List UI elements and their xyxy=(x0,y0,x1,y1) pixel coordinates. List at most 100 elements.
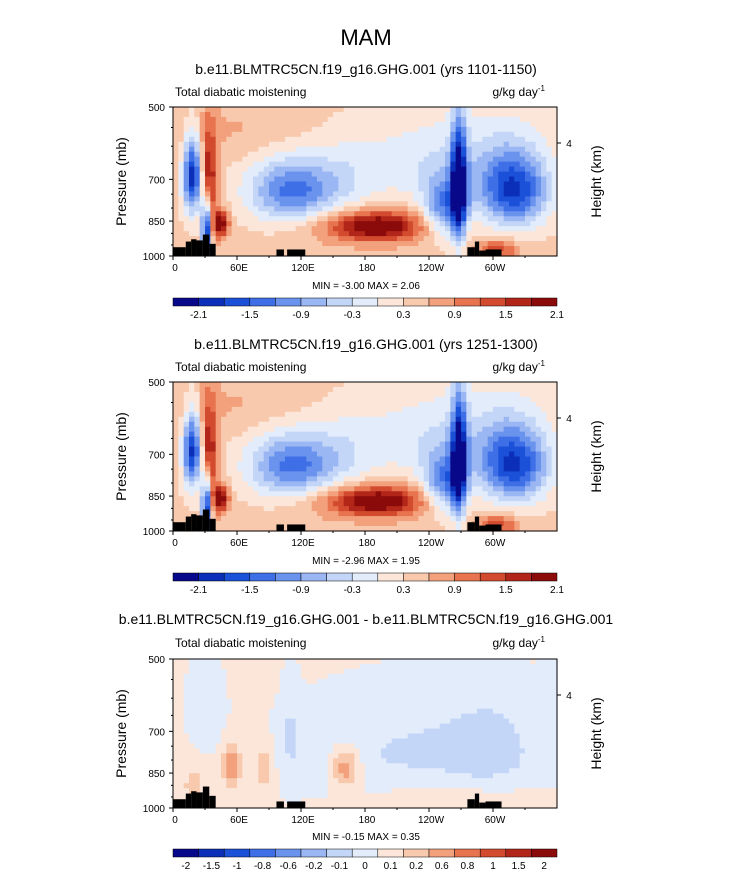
heatmap-cell xyxy=(535,481,542,487)
heatmap-cell xyxy=(519,161,526,168)
heatmap-cell xyxy=(301,151,307,158)
heatmap-cell xyxy=(551,511,558,517)
panel-2: b.e11.BLMTRC5CN.f19_g16.GHG.001 (yrs 125… xyxy=(113,336,604,596)
heatmap-cell xyxy=(514,107,521,113)
heatmap-cell xyxy=(429,141,435,148)
heatmap-cell xyxy=(226,251,233,257)
heatmap-cell xyxy=(370,386,377,393)
heatmap-cell xyxy=(258,111,265,118)
heatmap-cell xyxy=(487,688,494,695)
heatmap-cell xyxy=(455,451,462,458)
heatmap-cell xyxy=(535,196,542,202)
heatmap-cell xyxy=(279,206,286,212)
heatmap-cell xyxy=(343,421,350,428)
heatmap-cell xyxy=(514,491,521,497)
heatmap-cell xyxy=(466,673,473,680)
heatmap-cell xyxy=(402,171,409,178)
heatmap-cell xyxy=(365,181,371,188)
heatmap-cell xyxy=(514,678,521,685)
heatmap-cell xyxy=(370,471,377,477)
heatmap-cell xyxy=(418,461,425,468)
heatmap-cell xyxy=(503,411,510,418)
heatmap-cell xyxy=(269,396,275,403)
heatmap-cell xyxy=(327,386,334,393)
heatmap-cell xyxy=(498,116,505,123)
heatmap-cell xyxy=(253,181,259,188)
heatmap-cell xyxy=(365,107,371,113)
heatmap-cell xyxy=(381,161,387,168)
heatmap-cell xyxy=(338,241,345,247)
heatmap-cell xyxy=(295,456,302,463)
heatmap-cell xyxy=(471,663,478,670)
heatmap-cell xyxy=(322,241,329,247)
heatmap-cell xyxy=(514,176,521,183)
heatmap-cell xyxy=(301,116,307,123)
heatmap-cell xyxy=(317,663,323,670)
heatmap-cell xyxy=(514,391,521,398)
heatmap-cell xyxy=(343,161,350,168)
heatmap-cell xyxy=(530,206,537,212)
heatmap-cell xyxy=(423,668,430,675)
heatmap-cell xyxy=(402,391,409,398)
heatmap-cell xyxy=(359,176,366,183)
heatmap-cell xyxy=(178,471,185,477)
heatmap-cell xyxy=(183,176,190,183)
heatmap-cell xyxy=(498,216,505,222)
heatmap-cell xyxy=(226,386,233,393)
heatmap-cell xyxy=(338,156,345,163)
heatmap-cell xyxy=(509,461,515,468)
heatmap-cell xyxy=(183,186,190,193)
heatmap-cell xyxy=(189,683,195,690)
heatmap-cell xyxy=(397,471,403,477)
heatmap-cell xyxy=(301,436,307,443)
heatmap-cell xyxy=(269,496,275,502)
heatmap-cell xyxy=(530,161,537,168)
heatmap-cell xyxy=(541,431,547,438)
heatmap-cell xyxy=(285,401,291,408)
heatmap-cell xyxy=(237,673,243,680)
heatmap-cell xyxy=(397,126,403,133)
heatmap-cell xyxy=(274,496,281,502)
heatmap-cell xyxy=(466,146,473,153)
heatmap-cell xyxy=(402,521,409,527)
heatmap-cell xyxy=(429,246,435,252)
heatmap-cell xyxy=(477,511,483,517)
heatmap-cell xyxy=(322,659,329,665)
heatmap-cell xyxy=(391,196,398,202)
heatmap-cell xyxy=(189,136,195,143)
heatmap-cell xyxy=(407,236,414,242)
heatmap-cell xyxy=(402,181,409,188)
heatmap-cell xyxy=(541,201,547,207)
heatmap-cell xyxy=(482,668,489,675)
heatmap-cell xyxy=(333,121,339,128)
heatmap-cell xyxy=(178,116,185,123)
heatmap-cell xyxy=(221,426,227,433)
heatmap-cell xyxy=(306,401,313,408)
heatmap-cell xyxy=(519,461,526,468)
heatmap-cell xyxy=(477,116,483,123)
heatmap-cell xyxy=(487,221,494,227)
heatmap-cell xyxy=(178,451,185,458)
heatmap-cell xyxy=(535,206,542,212)
heatmap-cell xyxy=(530,111,537,118)
heatmap-cell xyxy=(258,156,265,163)
heatmap-cell xyxy=(466,506,473,512)
heatmap-cell xyxy=(231,226,238,232)
heatmap-cell xyxy=(210,151,217,158)
heatmap-cell xyxy=(439,461,446,468)
heatmap-cell xyxy=(471,107,478,113)
heatmap-cell xyxy=(322,678,329,685)
heatmap-cell xyxy=(498,486,505,492)
heatmap-cell xyxy=(423,678,430,685)
heatmap-cell xyxy=(311,131,318,138)
heatmap-cell xyxy=(322,476,329,482)
heatmap-cell xyxy=(359,126,366,133)
heatmap-cell xyxy=(407,436,414,443)
heatmap-cell xyxy=(413,161,419,168)
panel-stats: MIN = -3.00 MAX = 2.06 xyxy=(312,281,420,292)
heatmap-cell xyxy=(253,673,259,680)
heatmap-cell xyxy=(381,526,387,532)
heatmap-cell xyxy=(237,121,243,128)
heatmap-cell xyxy=(279,221,286,227)
heatmap-cell xyxy=(242,476,249,482)
